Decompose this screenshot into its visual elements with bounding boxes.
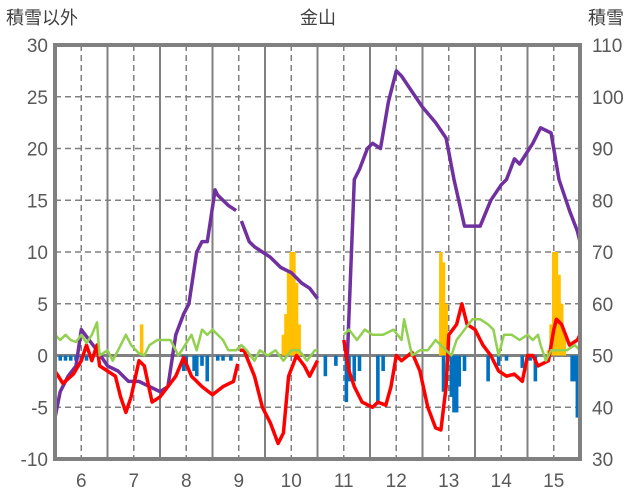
y-left-tick-label: -5 xyxy=(31,398,48,419)
negative-bars-bar xyxy=(181,355,186,372)
negative-bars-bar xyxy=(84,355,89,361)
negative-bars-bar xyxy=(533,355,538,382)
negative-bars-bar xyxy=(570,355,574,382)
positive-bars-bar xyxy=(562,334,567,356)
y-right-tick-label: 60 xyxy=(592,295,613,316)
positive-bars-bar xyxy=(292,252,296,356)
x-tick-label: 12 xyxy=(386,471,407,492)
x-tick-label: 13 xyxy=(438,471,459,492)
negative-bars-bar xyxy=(344,355,349,403)
negative-bars-bar xyxy=(454,355,459,413)
negative-bars-bar xyxy=(452,355,456,413)
negative-bars-bar xyxy=(323,355,328,377)
positive-bars-bar xyxy=(551,252,556,356)
y-left-tick-label: 25 xyxy=(27,88,48,109)
plot-border xyxy=(53,43,582,461)
negative-bars-bar xyxy=(215,355,220,361)
x-tick-label: 15 xyxy=(543,471,564,492)
y-right-tick-label: 80 xyxy=(592,191,613,212)
negative-bars-bar xyxy=(352,355,357,382)
positive-bars-bar xyxy=(439,252,443,356)
positive-bars-bar xyxy=(444,303,448,356)
negative-bars-bar xyxy=(221,355,225,361)
negative-bars-bar xyxy=(58,355,63,361)
negative-bars-bar xyxy=(462,355,467,372)
right-axis-label: 積雪 xyxy=(588,8,624,29)
negative-bars-bar xyxy=(457,355,462,387)
y-left-tick-label: 10 xyxy=(27,243,48,264)
negative-bars-bar xyxy=(520,355,525,368)
lines xyxy=(53,69,582,446)
negative-bars-bar xyxy=(381,355,385,372)
plot-frame xyxy=(53,43,582,461)
y-right-tick-label: 110 xyxy=(592,36,622,57)
x-tick-label: 8 xyxy=(181,471,192,492)
y-right-tick-label: 30 xyxy=(592,450,613,471)
x-tick-label: 6 xyxy=(76,471,87,492)
negative-bars-bar xyxy=(504,355,509,361)
left-axis-label: 積雪以外 xyxy=(6,8,78,29)
negative-bars-bar xyxy=(357,355,362,372)
negative-bars-bar xyxy=(441,355,446,392)
snow-depth-line xyxy=(53,69,582,418)
y-left-tick-label: -10 xyxy=(21,450,48,471)
positive-bars-bar xyxy=(441,262,446,356)
negative-bars-bar xyxy=(68,355,73,361)
gridlines xyxy=(55,45,580,459)
negative-bars-bar xyxy=(194,355,199,377)
y-right-tick-label: 90 xyxy=(592,140,613,161)
negative-bars-bar xyxy=(200,355,204,366)
x-tick-label: 14 xyxy=(491,471,513,492)
x-tick-label: 7 xyxy=(128,471,139,492)
positive-bars-bar xyxy=(139,324,144,356)
positive-bars-bar xyxy=(557,274,561,356)
y-left-tick-label: 20 xyxy=(27,140,48,161)
negative-bars-bar xyxy=(496,355,501,366)
negative-bars-bar xyxy=(229,355,233,361)
y-right-tick-label: 100 xyxy=(592,88,624,109)
x-tick-label: 9 xyxy=(233,471,244,492)
red-series-line xyxy=(53,302,582,446)
y-left-tick-label: 5 xyxy=(37,295,48,316)
positive-bars-bar xyxy=(286,272,291,356)
negative-bars-bar xyxy=(575,355,580,418)
y-left-tick-label: 0 xyxy=(37,347,48,368)
negative-bars-bar xyxy=(334,355,338,366)
negative-bars-bar xyxy=(205,355,210,382)
negative-bars-bar xyxy=(449,355,454,397)
y-right-tick-label: 50 xyxy=(592,347,613,368)
y-left-tick-label: 15 xyxy=(27,191,48,212)
chart-title: 金山 xyxy=(300,8,336,29)
positive-bars-bar xyxy=(284,314,288,356)
positive-bars-bar xyxy=(297,324,301,356)
y-right-tick-label: 40 xyxy=(592,398,613,419)
positive-bars-bar xyxy=(289,252,294,356)
negative-bars-bar xyxy=(486,355,490,382)
negative-bars-bar xyxy=(528,355,532,361)
green-series-line xyxy=(54,318,581,362)
x-tick-label: 11 xyxy=(334,471,354,492)
negative-bars-bar xyxy=(192,355,196,372)
y-left-tick-label: 30 xyxy=(27,36,48,57)
positive-bars-bar xyxy=(554,252,559,356)
positive-bars-bar xyxy=(559,303,564,356)
negative-bars-bar xyxy=(572,355,577,382)
y-right-tick-label: 70 xyxy=(592,243,613,264)
positive-bars-bar xyxy=(294,283,299,356)
negative-bars-bar xyxy=(376,355,380,403)
negative-bars-bar xyxy=(63,355,68,361)
positive-bars-bar xyxy=(281,334,286,356)
x-tick-label: 10 xyxy=(281,471,302,492)
